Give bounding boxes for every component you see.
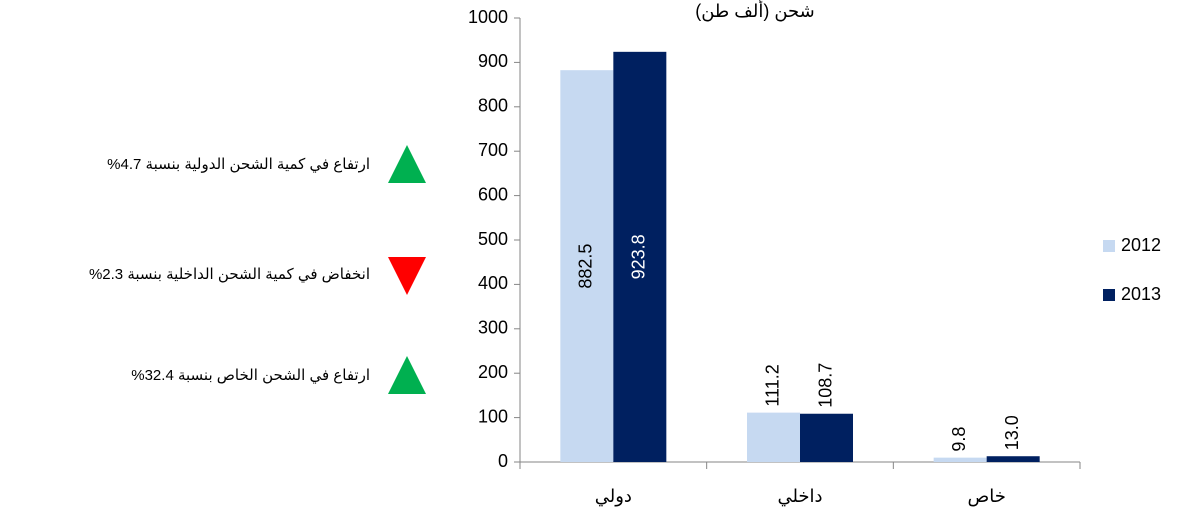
x-tick-label: داخلي [777,486,822,507]
legend-swatch [1103,289,1115,301]
bar [747,412,800,462]
value-label: 923.8 [629,234,649,279]
y-tick-label: 0 [498,451,508,471]
y-tick-label: 500 [478,229,508,249]
value-label: 9.8 [949,427,969,452]
y-tick-label: 100 [478,406,508,426]
y-tick-label: 800 [478,96,508,116]
bar [800,413,853,462]
trend-arrow [388,145,426,183]
y-tick-label: 1000 [468,7,508,27]
chart-title: شحن (ألف طن) [695,0,815,22]
x-tick-label: خاص [967,486,1005,507]
legend-swatch [1103,240,1115,252]
y-tick-label: 600 [478,184,508,204]
x-tick-label: دولي [595,486,632,507]
bar [986,456,1040,462]
y-tick-label: 700 [478,140,508,160]
bar [933,457,987,462]
y-tick-label: 200 [478,362,508,382]
trend-arrow [388,356,426,394]
bar [560,70,614,463]
y-tick-label: 300 [478,318,508,338]
y-tick-label: 400 [478,273,508,293]
bar [613,51,667,463]
legend-label: 2012 [1121,235,1161,255]
y-tick-label: 900 [478,51,508,71]
annotation: انخفاض في كمية الشحن الداخلية بنسبة 2.3% [89,266,370,284]
legend-label: 2013 [1121,284,1161,304]
trend-arrow [388,257,426,295]
value-label: 13.0 [1002,415,1022,450]
value-label: 108.7 [815,363,835,408]
annotation: ارتفاع في كمية الشحن الدولية بنسبة 4.7% [107,156,370,174]
annotation: ارتفاع في الشحن الخاص بنسبة 32.4% [131,367,370,385]
value-label: 111.2 [762,364,782,406]
value-label: 882.5 [576,244,596,289]
